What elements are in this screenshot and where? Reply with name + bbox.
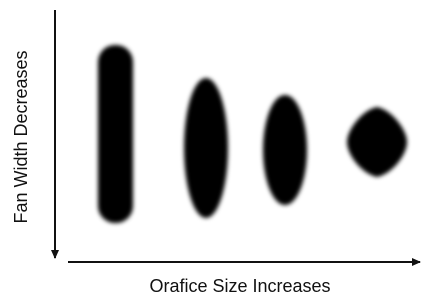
diagram: Fan Width Decreases Orafice Size Increas… (0, 0, 429, 299)
y-axis-label: Fan Width Decreases (11, 50, 31, 223)
spray-pattern (98, 45, 133, 223)
x-axis-label: Orafice Size Increases (149, 276, 330, 296)
page: {"y_axis_label": "Fan Width Decreases", … (0, 0, 429, 299)
spray-pattern (347, 107, 407, 177)
spray-pattern (263, 95, 307, 205)
spray-pattern (184, 78, 228, 218)
